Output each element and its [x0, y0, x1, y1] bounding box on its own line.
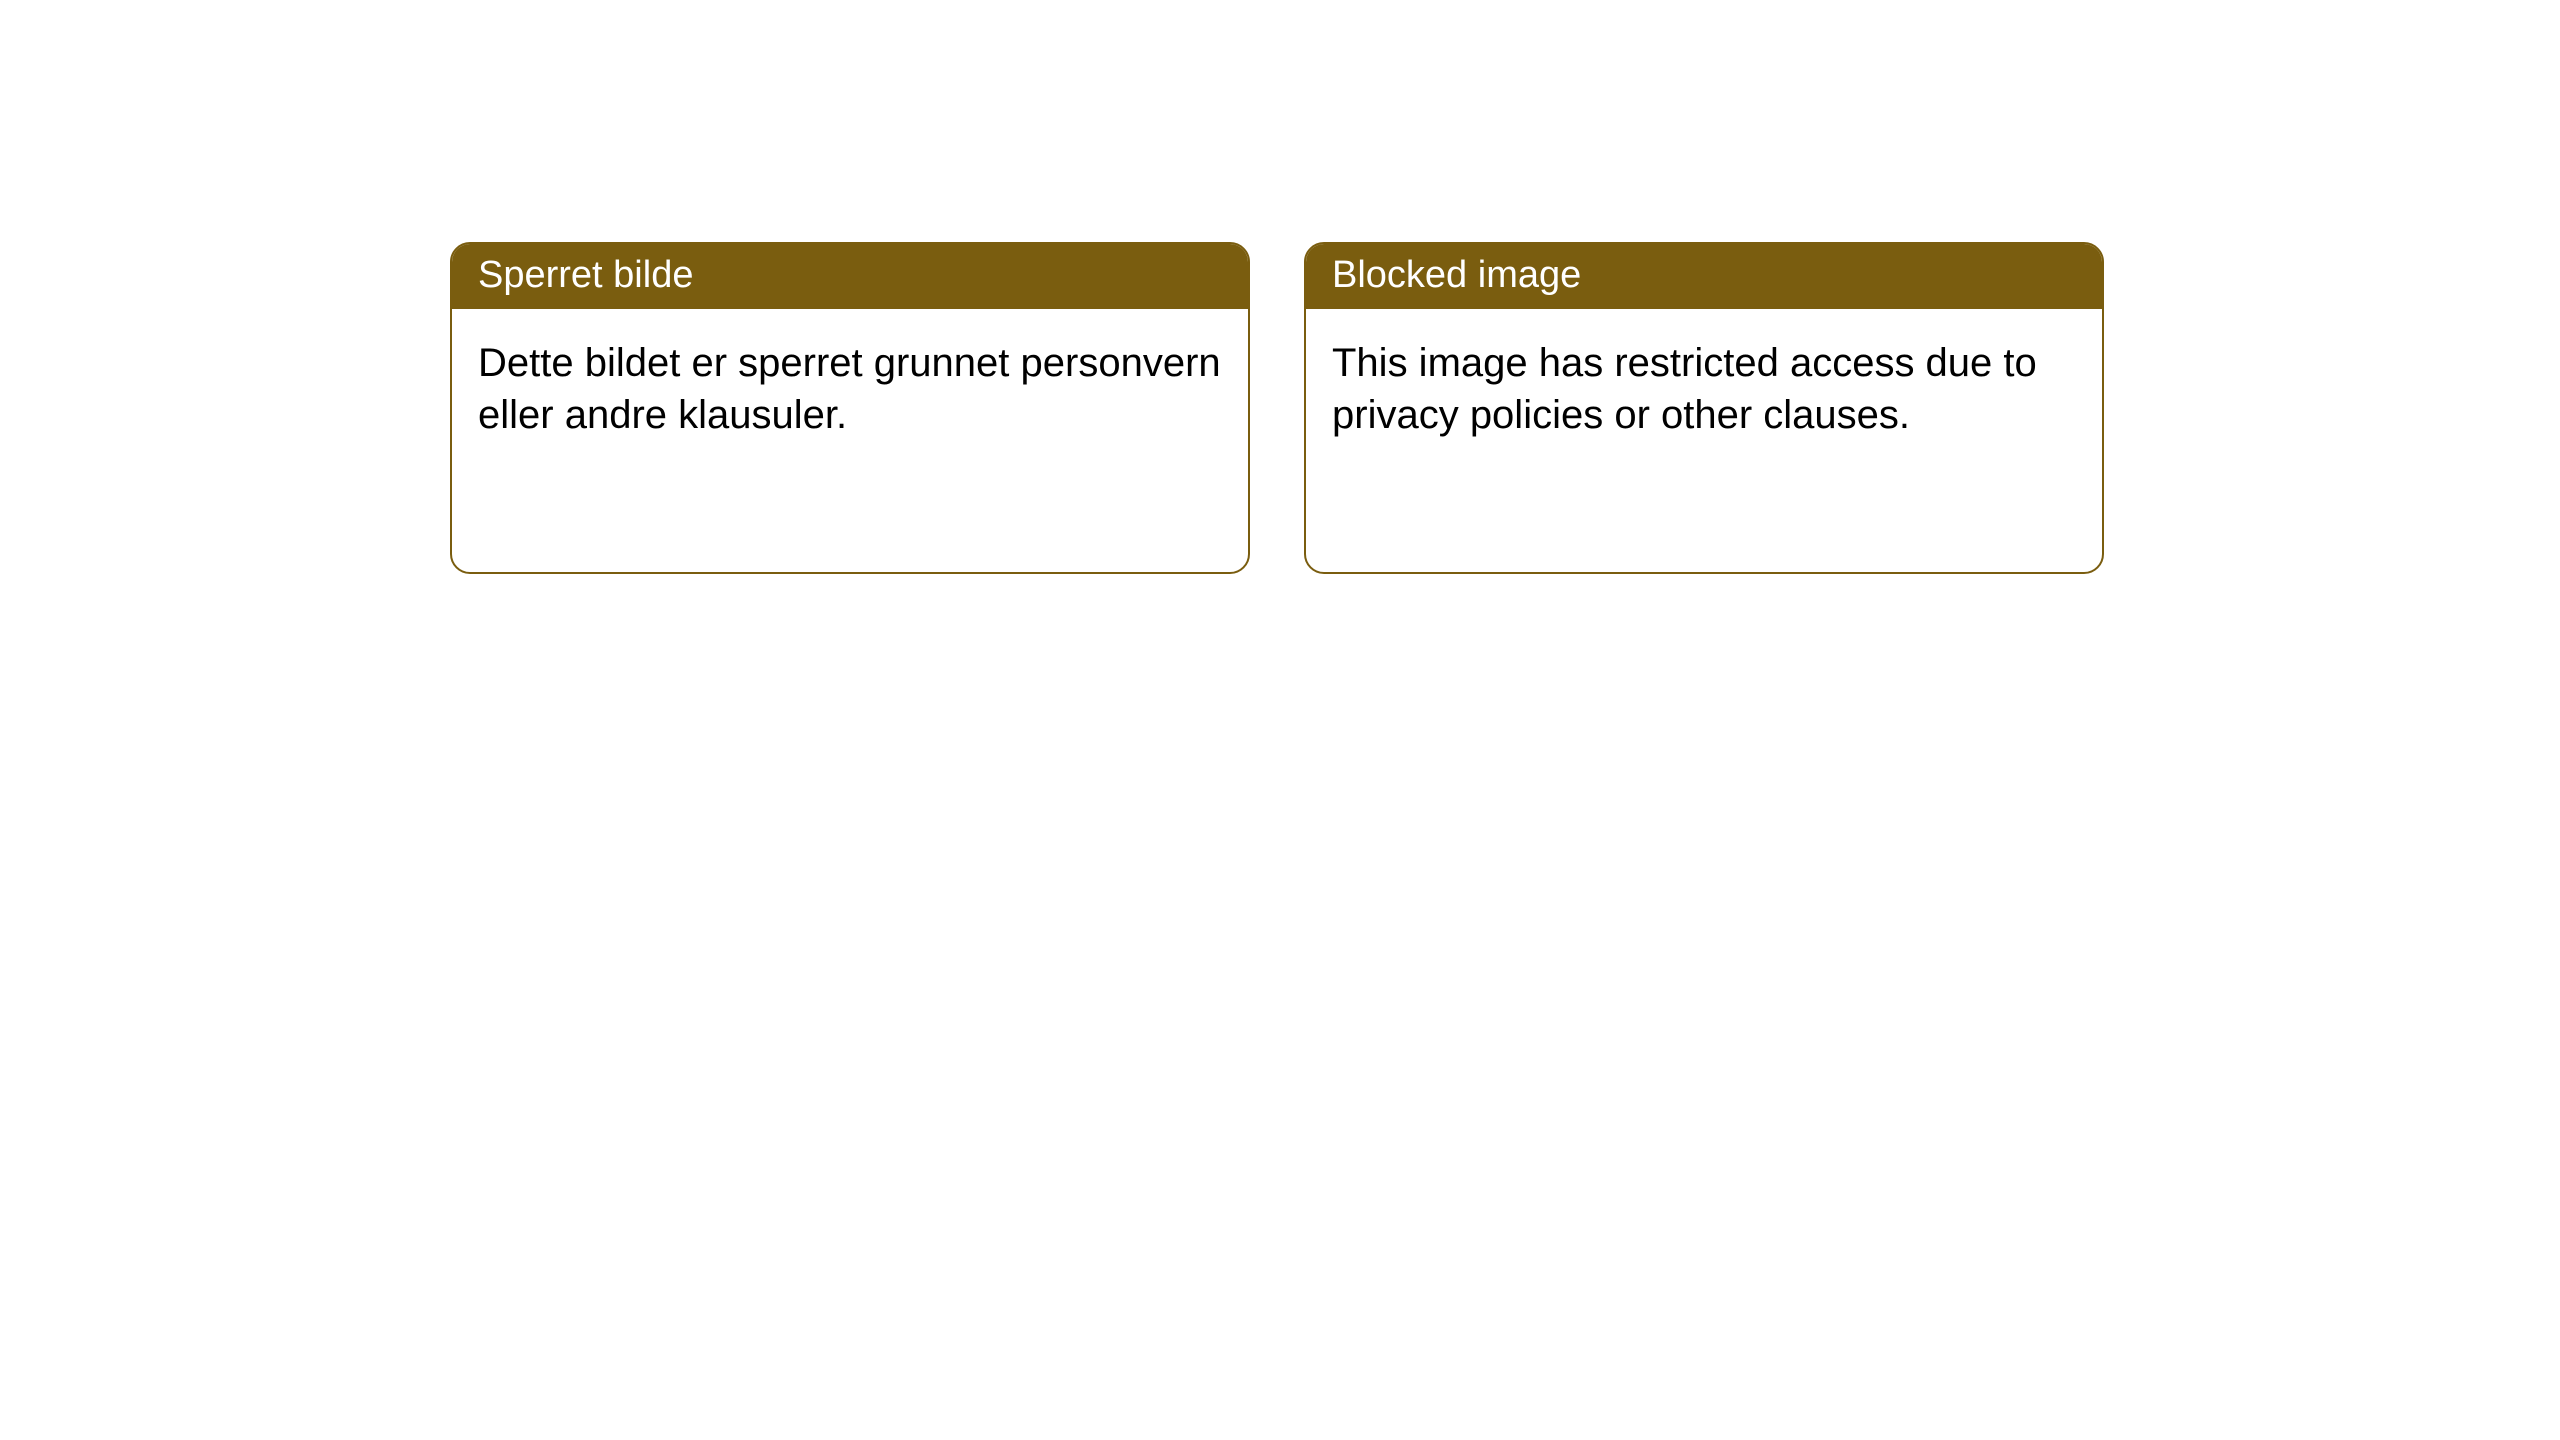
notice-title-english: Blocked image	[1306, 244, 2102, 309]
notice-card-norwegian: Sperret bilde Dette bildet er sperret gr…	[450, 242, 1250, 574]
notice-body-norwegian: Dette bildet er sperret grunnet personve…	[452, 309, 1248, 469]
notice-container: Sperret bilde Dette bildet er sperret gr…	[0, 0, 2560, 574]
notice-body-english: This image has restricted access due to …	[1306, 309, 2102, 469]
notice-card-english: Blocked image This image has restricted …	[1304, 242, 2104, 574]
notice-title-norwegian: Sperret bilde	[452, 244, 1248, 309]
